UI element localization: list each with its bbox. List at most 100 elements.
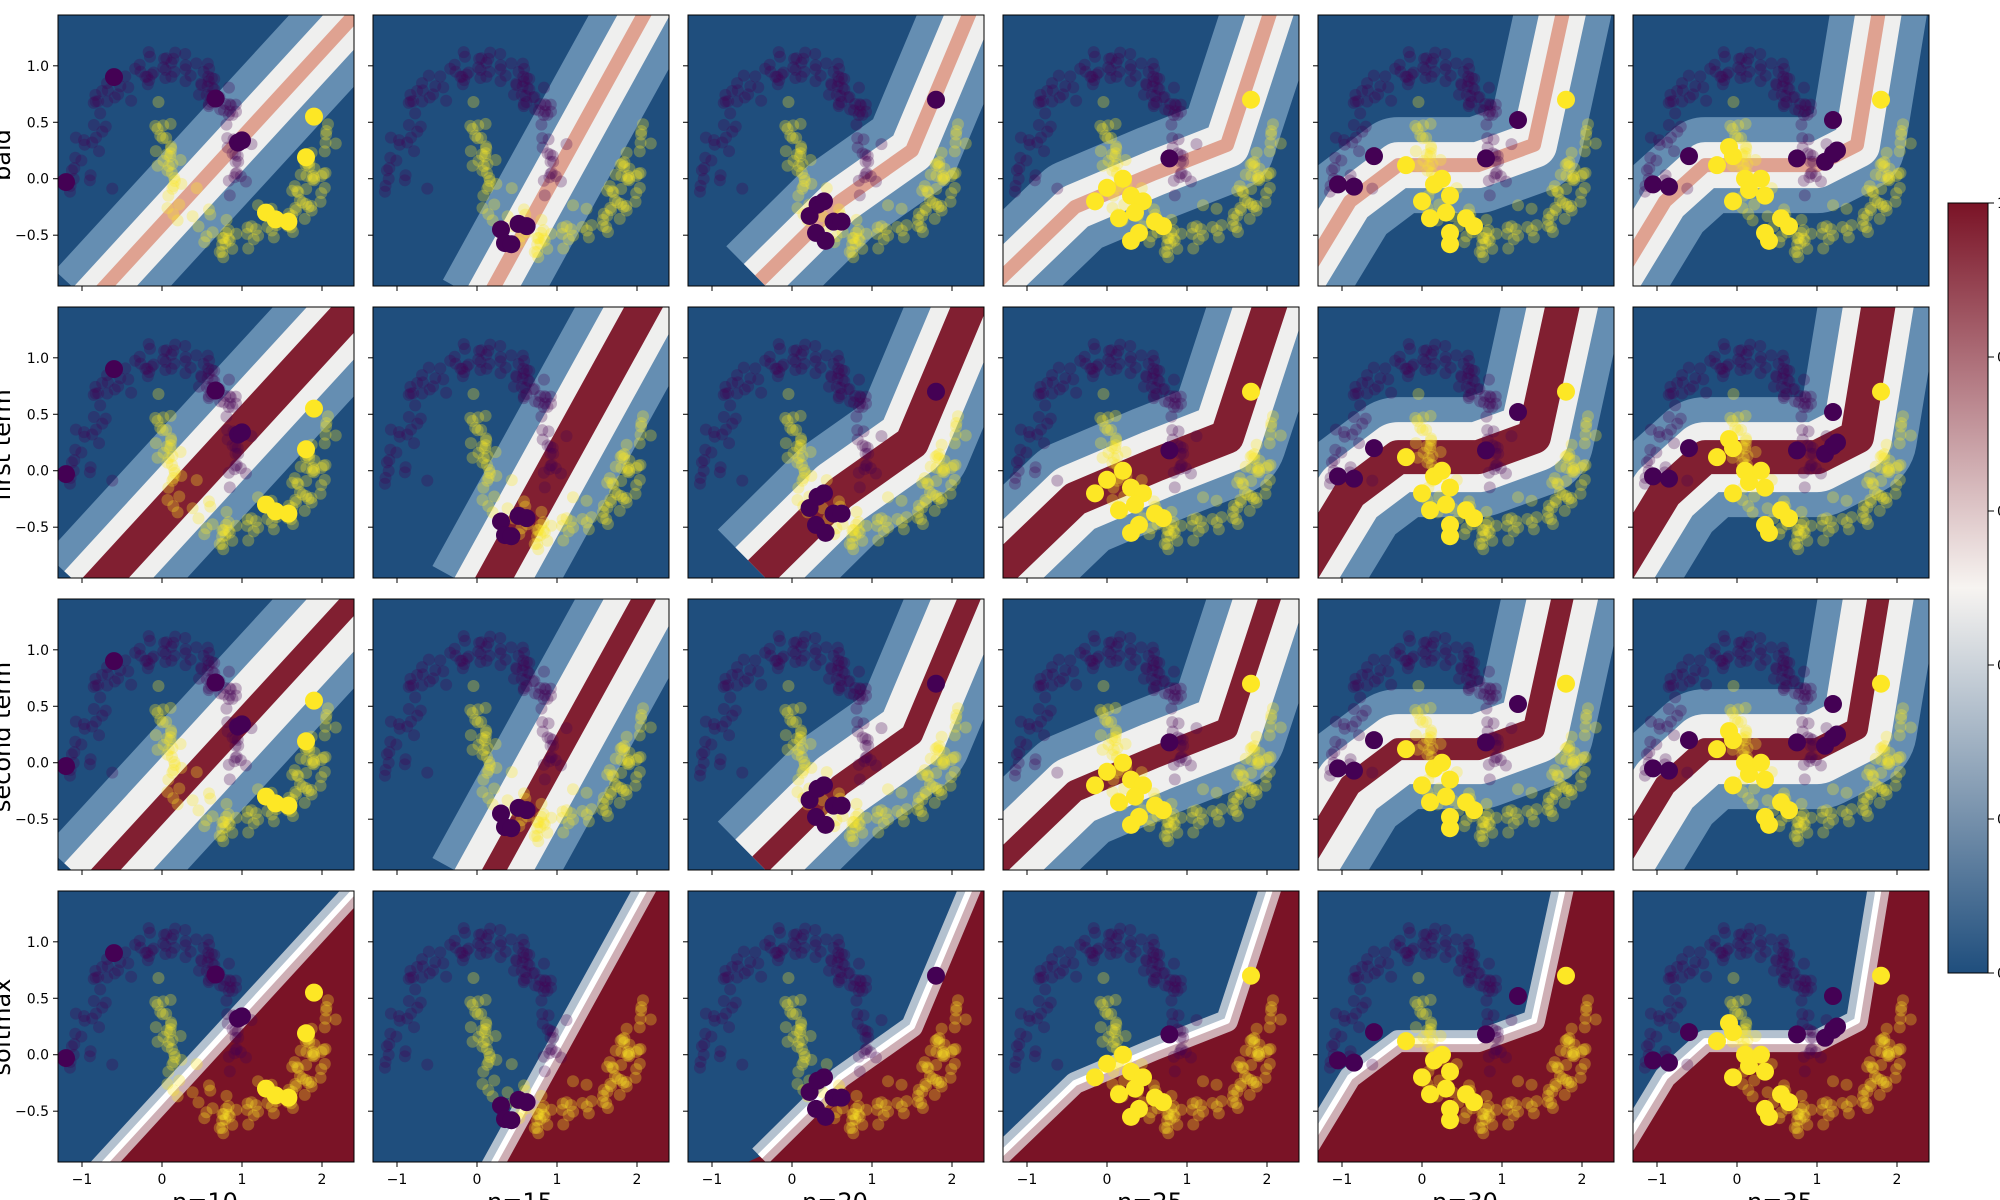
pool-point-class1 xyxy=(1458,236,1471,249)
pool-point-class0 xyxy=(541,439,554,452)
pool-point-class0 xyxy=(542,1009,555,1022)
pool-point-class0 xyxy=(1489,682,1502,695)
pool-point-class0 xyxy=(719,715,732,728)
pool-point-class0 xyxy=(1789,103,1802,116)
pool-point-class1 xyxy=(1424,701,1437,714)
pool-point-class1 xyxy=(1245,767,1258,780)
pool-point-class0 xyxy=(1668,437,1681,450)
pool-point-class1 xyxy=(1096,743,1109,756)
pool-point-class1 xyxy=(1565,788,1578,801)
pool-point-class0 xyxy=(229,155,242,168)
pool-point-class1 xyxy=(947,167,960,180)
pool-point-class0 xyxy=(1664,380,1677,393)
pool-point-class0 xyxy=(159,63,172,76)
pool-point-class1 xyxy=(300,169,313,182)
pool-point-class0 xyxy=(494,75,507,88)
pool-point-class1 xyxy=(1878,448,1891,461)
pool-point-class1 xyxy=(1792,232,1805,245)
pool-point-class0 xyxy=(861,149,874,162)
pool-point-class0 xyxy=(1349,95,1362,108)
pool-point-class0 xyxy=(814,69,827,82)
pool-point-class1 xyxy=(915,221,928,234)
pool-point-class0 xyxy=(1682,361,1695,374)
pool-point-class1 xyxy=(1541,511,1554,524)
pool-point-class1 xyxy=(1416,424,1429,437)
pool-point-class0 xyxy=(1662,119,1675,132)
pool-point-class1 xyxy=(798,175,811,188)
pool-point-class1 xyxy=(877,525,890,538)
pool-point-class0 xyxy=(83,174,96,187)
pool-point-class1 xyxy=(541,242,554,255)
pool-point-class1 xyxy=(1167,816,1180,829)
pool-point-class0 xyxy=(483,941,496,954)
labeled-point-class0 xyxy=(1660,761,1678,780)
pool-point-class1 xyxy=(1553,194,1566,207)
pool-point-class1 xyxy=(213,829,226,842)
pool-point-class1 xyxy=(847,524,860,537)
pool-point-class0 xyxy=(1168,773,1181,786)
pool-point-class0 xyxy=(1379,654,1392,667)
pool-point-class1 xyxy=(1880,146,1893,159)
pool-point-class1 xyxy=(1816,805,1829,818)
pool-point-class1 xyxy=(1096,414,1109,427)
pool-point-class0 xyxy=(1417,353,1430,366)
pool-point-class0 xyxy=(832,75,845,88)
pool-point-class0 xyxy=(860,166,873,179)
pool-point-class0 xyxy=(1799,683,1812,696)
pool-point-class0 xyxy=(449,65,462,78)
pool-point-class1 xyxy=(1732,703,1745,716)
pool-point-class1 xyxy=(291,477,304,490)
pool-point-class0 xyxy=(482,636,495,649)
pool-point-class0 xyxy=(1418,52,1431,65)
pool-point-class1 xyxy=(306,1045,319,1058)
pool-point-class0 xyxy=(827,941,840,954)
pool-point-class0 xyxy=(1402,338,1415,351)
pool-point-class0 xyxy=(429,372,442,385)
pool-point-class0 xyxy=(788,344,801,357)
pool-point-class0 xyxy=(1777,367,1790,380)
pool-point-class0 xyxy=(699,443,712,456)
pool-point-class0 xyxy=(1718,50,1731,63)
pool-point-class0 xyxy=(875,138,888,151)
pool-point-class0 xyxy=(836,665,849,678)
pool-point-class0 xyxy=(1697,81,1710,94)
pool-point-class1 xyxy=(852,224,865,237)
pool-point-class0 xyxy=(142,46,155,59)
pool-point-class0 xyxy=(820,641,833,654)
pool-point-class0 xyxy=(1034,88,1047,101)
pool-point-class1 xyxy=(1857,797,1870,810)
pool-point-class0 xyxy=(1664,715,1677,728)
pool-point-class1 xyxy=(1253,746,1266,759)
pool-point-class0 xyxy=(1428,65,1441,78)
pool-point-class0 xyxy=(101,84,114,97)
pool-point-class1 xyxy=(1510,223,1523,236)
pool-point-class0 xyxy=(165,932,178,945)
pool-point-class0 xyxy=(1676,77,1689,90)
pool-point-class1 xyxy=(175,469,188,482)
pool-point-class0 xyxy=(472,61,485,74)
pool-point-class1 xyxy=(164,1023,177,1036)
pool-point-class1 xyxy=(614,450,627,463)
pool-point-class1 xyxy=(1580,709,1593,722)
pool-point-class1 xyxy=(1253,466,1266,479)
pool-point-class1 xyxy=(576,804,589,817)
pool-point-class0 xyxy=(1709,65,1722,78)
pool-point-class0 xyxy=(1799,397,1812,410)
pool-point-class1 xyxy=(1794,821,1807,834)
pool-point-class0 xyxy=(1147,362,1160,375)
pool-point-class0 xyxy=(1473,674,1486,687)
pool-point-class1 xyxy=(1739,147,1752,160)
pool-point-class1 xyxy=(1556,780,1569,793)
pool-point-class1 xyxy=(479,442,492,455)
pool-point-class0 xyxy=(108,383,121,396)
pool-point-class0 xyxy=(1482,109,1495,122)
pool-point-class0 xyxy=(68,454,81,467)
pool-point-class0 xyxy=(1770,369,1783,382)
pool-point-class0 xyxy=(411,669,424,682)
pool-point-class0 xyxy=(853,189,866,202)
pool-point-class0 xyxy=(1419,647,1432,660)
pool-point-class1 xyxy=(1566,753,1579,766)
pool-point-class1 xyxy=(1158,829,1171,842)
labeled-point-class1 xyxy=(1752,169,1770,188)
pool-point-class1 xyxy=(245,220,258,233)
